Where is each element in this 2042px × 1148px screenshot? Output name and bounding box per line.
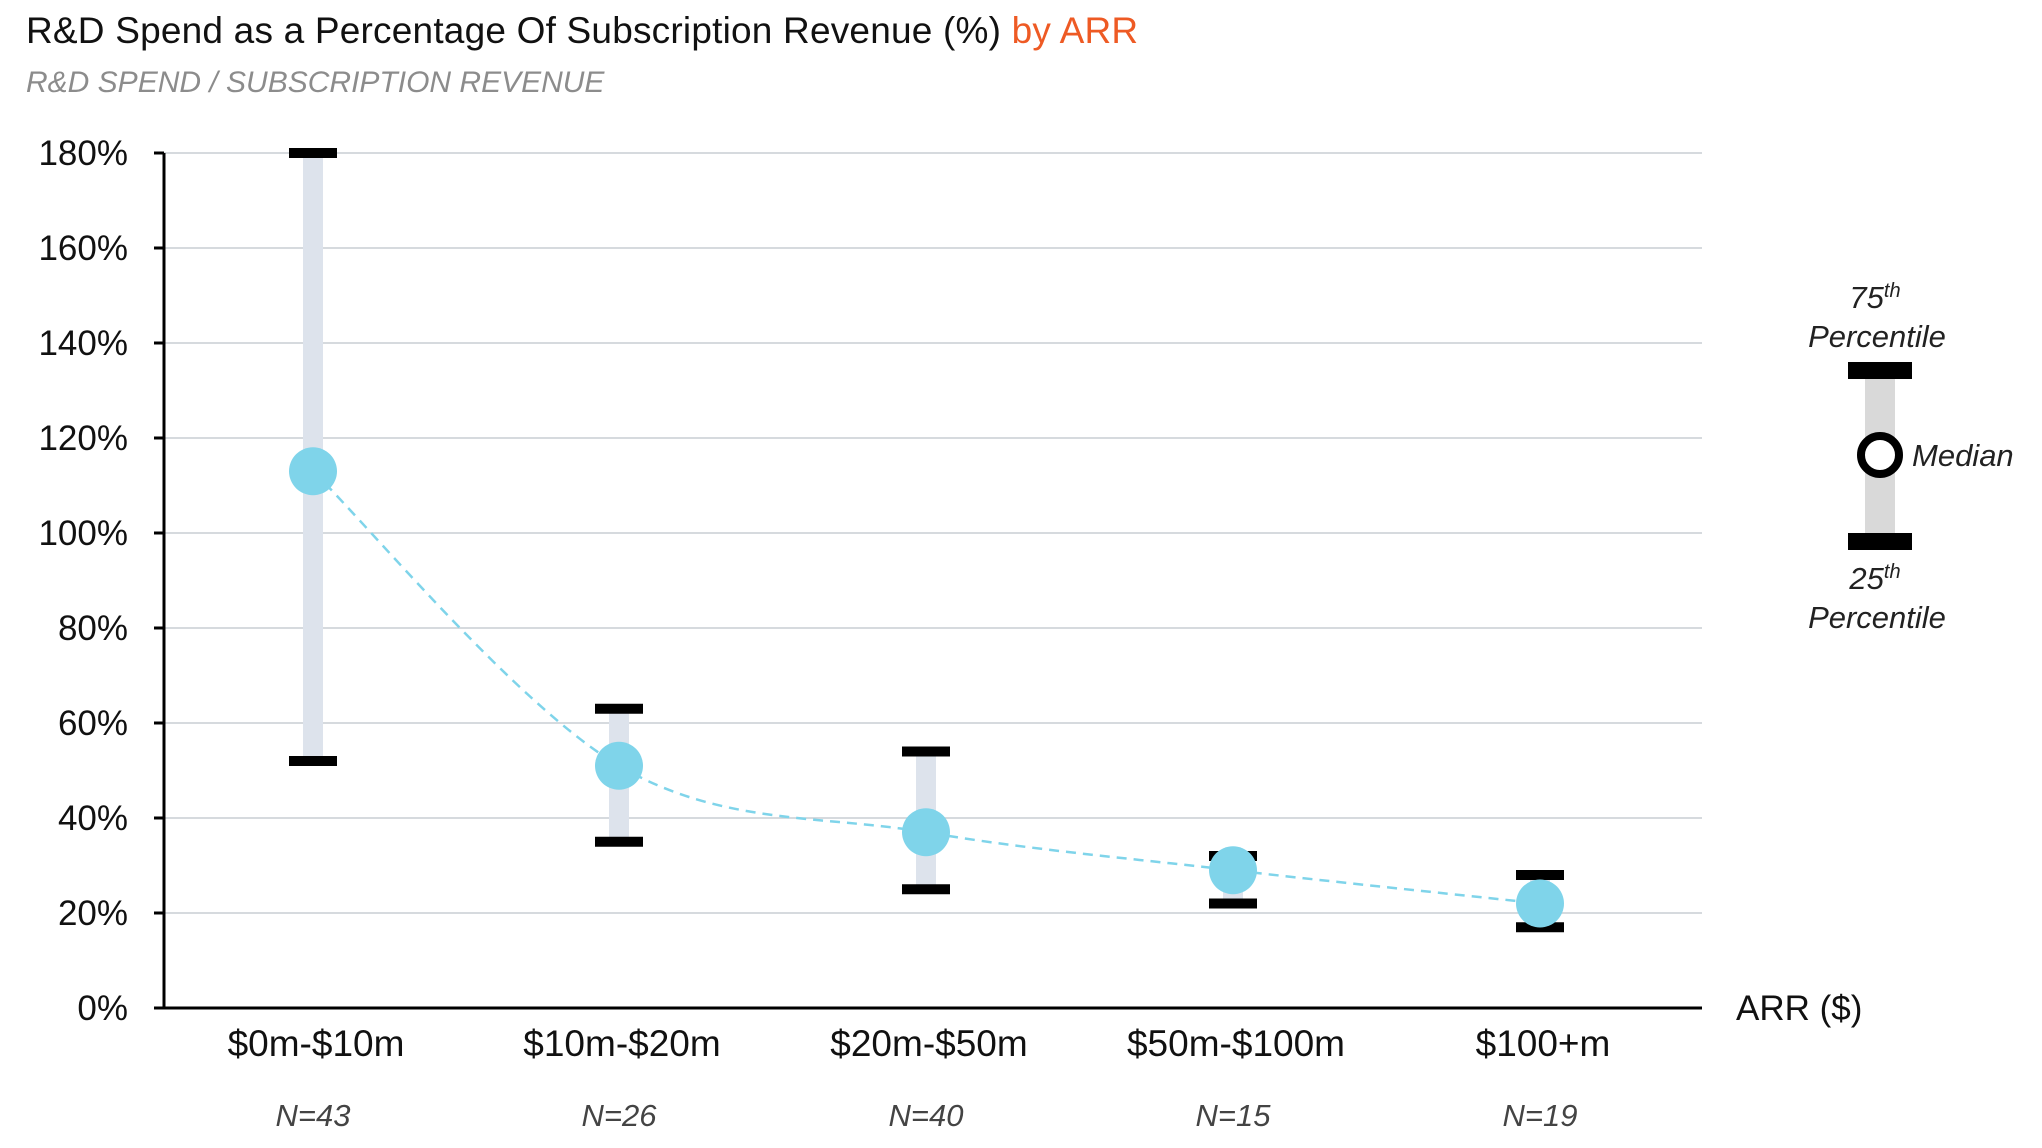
legend-25th-number: 25 xyxy=(1848,561,1884,596)
y-tick-label: 20% xyxy=(58,894,128,933)
chart-subtitle: R&D SPEND / SUBSCRIPTION REVENUE xyxy=(26,66,605,99)
y-tick-label: 120% xyxy=(38,419,128,458)
legend-75th-word: Percentile xyxy=(1808,319,1946,354)
y-tick-labels: 0% 20% 40% 60% 80% 100% 120% 140% 160% 180% xyxy=(38,134,128,1028)
legend-median-marker xyxy=(1857,432,1903,478)
x-category-label: $20m-$50m xyxy=(830,1023,1027,1064)
y-tick-label: 160% xyxy=(38,229,128,268)
legend-75th-number: 75 xyxy=(1849,280,1884,315)
x-category-label: $0m-$10m xyxy=(228,1023,405,1064)
legend-25th-word: Percentile xyxy=(1808,600,1946,635)
y-tick-label: 140% xyxy=(38,324,128,363)
chart-title-main: R&D Spend as a Percentage Of Subscriptio… xyxy=(26,10,1002,51)
x-category-labels: $0m-$10m $10m-$20m $20m-$50m $50m-$100m $100… xyxy=(228,1023,1611,1064)
n-count-label: N=40 xyxy=(889,1098,964,1133)
n-count-label: N=26 xyxy=(582,1098,658,1133)
median-point xyxy=(289,447,337,496)
y-tick-label: 100% xyxy=(38,514,128,553)
whisker-25th xyxy=(1209,898,1257,909)
y-tick-label: 180% xyxy=(38,134,128,173)
whisker-75th xyxy=(1516,870,1564,880)
chart-title: R&D Spend as a Percentage Of Subscriptio… xyxy=(26,10,1138,52)
x-category-label: $50m-$100m xyxy=(1127,1023,1345,1064)
legend-25th-label: 25th xyxy=(1848,561,1900,596)
whisker-75th xyxy=(289,148,337,158)
axes xyxy=(162,153,1702,1010)
n-count-label: N=43 xyxy=(276,1098,351,1133)
y-tick-label: 60% xyxy=(58,704,128,743)
legend-75th-label: 75th xyxy=(1849,280,1900,315)
median-points xyxy=(289,447,1564,928)
whisker-75th xyxy=(902,746,950,757)
legend-75th-sup: th xyxy=(1884,280,1901,302)
n-count-label: N=15 xyxy=(1196,1098,1272,1133)
legend-median-label: Median xyxy=(1912,438,2014,473)
median-point xyxy=(1516,879,1564,928)
x-axis-title: ARR ($) xyxy=(1736,989,1862,1028)
chart-title-accent: by ARR xyxy=(1011,10,1139,51)
legend-25th-whisker xyxy=(1848,533,1912,550)
median-point xyxy=(595,741,643,790)
whisker-75th xyxy=(595,703,643,714)
median-trend-line xyxy=(312,470,1541,905)
x-category-label: $10m-$20m xyxy=(523,1023,720,1064)
n-count-label: N=19 xyxy=(1503,1098,1578,1133)
whisker-25th xyxy=(902,884,950,895)
y-tick-label: 0% xyxy=(77,989,128,1028)
y-tick-label: 80% xyxy=(58,609,128,648)
n-count-labels: N=43 N=26 N=40 N=15 N=19 xyxy=(276,1098,1578,1133)
legend-75th-whisker xyxy=(1848,362,1912,379)
median-point xyxy=(902,808,950,857)
legend: 75th Percentile Median 25th Percentile xyxy=(1808,280,2014,635)
legend-25th-sup: th xyxy=(1884,561,1901,583)
whisker-25th xyxy=(595,836,643,847)
x-category-label: $100+m xyxy=(1476,1023,1611,1064)
whisker-25th xyxy=(289,756,337,766)
median-point xyxy=(1209,846,1257,895)
y-tick-label: 40% xyxy=(58,799,128,838)
